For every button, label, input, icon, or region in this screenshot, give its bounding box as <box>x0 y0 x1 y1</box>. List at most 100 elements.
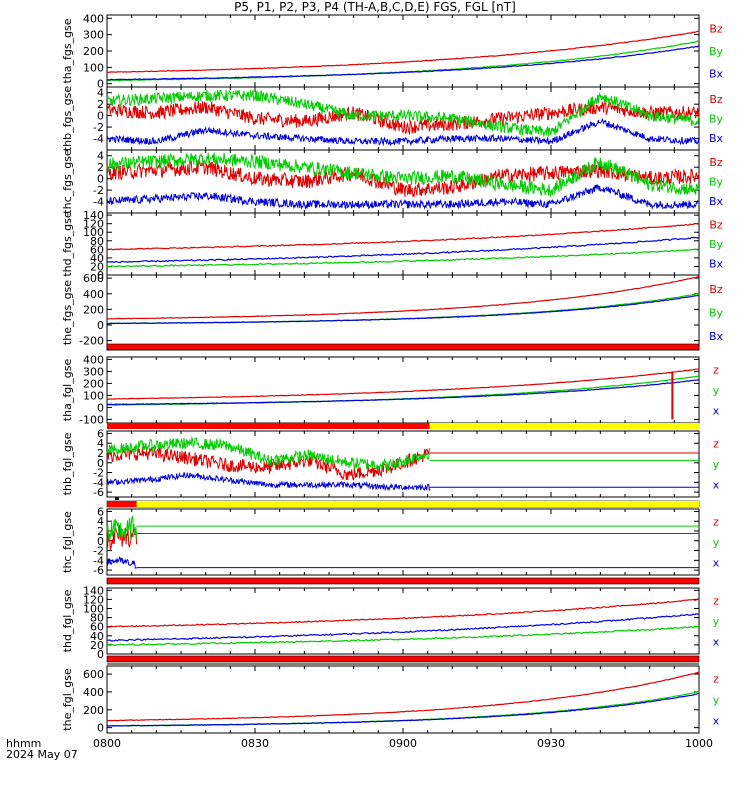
y-axis-label: tha_fgl_gse <box>61 359 74 422</box>
y-tick-label: 2 <box>97 161 104 174</box>
legend-entry: By <box>709 45 724 58</box>
y-tick-label: 6 <box>97 427 104 440</box>
page-title: P5, P1, P2, P3, P4 (TH-A,B,C,D,E) FGS, F… <box>234 0 516 14</box>
status-bar <box>106 655 700 663</box>
y-tick-label: 140 <box>83 584 104 597</box>
series-line-Bx <box>107 294 700 325</box>
legend-entry: By <box>709 176 724 189</box>
x-tick-label: 0830 <box>241 737 269 750</box>
y-tick-label: 200 <box>83 303 104 316</box>
status-bar <box>106 343 700 351</box>
status-bar-yellow <box>136 501 700 507</box>
legend-entry: By <box>709 113 724 126</box>
y-tick-label: 600 <box>83 668 104 681</box>
legend-entry: z <box>713 363 719 376</box>
panel-frame <box>106 356 700 424</box>
series-line-Bz <box>106 275 700 320</box>
legend-entry: Bz <box>709 283 723 296</box>
legend-entry: z <box>713 594 719 607</box>
y-tick-label: 400 <box>83 353 104 366</box>
legend-entry: Bx <box>709 68 724 81</box>
y-tick-label: -4 <box>93 133 104 146</box>
panel-frame <box>106 274 700 351</box>
y-axis-label: thb_fgs_gse <box>61 86 74 152</box>
y-tick-label: 0 <box>97 401 104 414</box>
series-line-x <box>106 613 700 642</box>
y-tick-label: 0 <box>97 648 104 661</box>
y-axis-label: thd_fgl_gse <box>61 589 74 652</box>
y-tick-label: -4 <box>93 554 104 567</box>
series-line-By <box>106 89 700 137</box>
y-tick-label: 200 <box>83 704 104 717</box>
series-line-By <box>106 248 700 268</box>
y-axis-label: thd_fgs_gse <box>61 211 74 277</box>
y-tick-label: 4 <box>97 150 104 163</box>
y-tick-label: 40 <box>90 630 104 643</box>
x-tick-label: 0900 <box>389 737 417 750</box>
status-bar-segment <box>107 501 137 507</box>
x-tick-label: 0800 <box>93 737 121 750</box>
y-axis-label: the_fgs_gse <box>61 280 74 345</box>
y-tick-label: -200 <box>79 335 104 348</box>
y-tick-label: 600 <box>83 272 104 285</box>
y-axis-label: the_fgl_gse <box>61 668 74 731</box>
panel-frame <box>106 665 700 734</box>
series-line-By <box>106 152 700 197</box>
y-tick-label: 300 <box>83 365 104 378</box>
y-tick-label: 200 <box>83 45 104 58</box>
series-line-x <box>106 693 699 727</box>
series-line-x <box>106 379 700 406</box>
y-tick-label: -2 <box>93 545 104 558</box>
panel-tha_fgs_gse: 400 300 200 100 0 tha_fgs_gse Bz By Bx <box>61 12 724 90</box>
legend-entry: Bz <box>709 93 723 106</box>
y-tick-label: 40 <box>90 252 104 265</box>
legend-entry: Bx <box>709 132 724 145</box>
y-tick-label: -100 <box>79 413 104 426</box>
y-tick-label: 4 <box>97 515 104 528</box>
series-line-Bx <box>106 183 700 211</box>
legend-entry: y <box>713 384 720 397</box>
y-tick-label: 100 <box>83 61 104 74</box>
legend-entry: z <box>713 437 719 450</box>
legend-entry: y <box>713 458 720 471</box>
legend-entry: x <box>713 557 720 570</box>
series-line-y <box>106 625 700 647</box>
series-line-z <box>106 671 700 722</box>
y-axis-label: tha_fgs_gse <box>61 18 74 83</box>
y-tick-label: 400 <box>83 288 104 301</box>
legend-entry: z <box>713 673 719 686</box>
y-tick-label: 400 <box>83 686 104 699</box>
y-tick-label: 140 <box>83 209 104 222</box>
legend-entry: By <box>709 238 724 251</box>
legend-entry: Bx <box>709 257 724 270</box>
series-line-y <box>106 515 138 542</box>
y-tick-label: -6 <box>93 564 104 577</box>
y-tick-label: 300 <box>83 29 104 42</box>
panel-the_fgs_gse: 600 400 200 0 -200 the_fgs_gse Bz By Bx <box>61 272 724 351</box>
y-tick-label: 4 <box>97 437 104 450</box>
y-tick-label: 2 <box>97 98 104 111</box>
series-line-z <box>106 598 700 628</box>
y-tick-label: -2 <box>93 467 104 480</box>
status-bar-yellow <box>429 423 699 429</box>
panel-frame <box>106 508 700 576</box>
series-line-x <box>106 556 137 569</box>
y-tick-label: 0 <box>97 722 104 735</box>
legend-entry: y <box>713 694 720 707</box>
y-axis-label: thc_fgs_gse <box>61 149 74 214</box>
y-tick-label: 100 <box>83 389 104 402</box>
y-tick-label: 20 <box>90 260 104 273</box>
y-tick-label: -2 <box>93 184 104 197</box>
y-tick-label: 0 <box>97 535 104 548</box>
x-tick-label: 1000 <box>685 737 713 750</box>
panel-thc_fgs_gse: 420-2-4 thc_fgs_gse Bz By Bx <box>61 149 724 214</box>
y-tick-label: 0 <box>97 457 104 470</box>
date-label: 2024 May 07 <box>6 748 78 761</box>
legend-entry: y <box>713 536 720 549</box>
y-tick-label: 0 <box>97 78 104 91</box>
legend-entry: Bz <box>709 219 723 232</box>
